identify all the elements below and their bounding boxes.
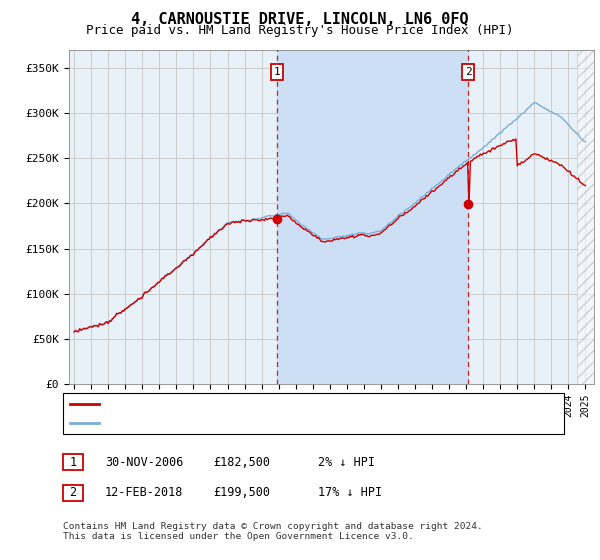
Text: 2: 2: [465, 67, 472, 77]
Text: 4, CARNOUSTIE DRIVE, LINCOLN, LN6 0FQ (detached house): 4, CARNOUSTIE DRIVE, LINCOLN, LN6 0FQ (d…: [104, 399, 455, 409]
Text: 17% ↓ HPI: 17% ↓ HPI: [318, 486, 382, 500]
Bar: [277, 50, 468, 384]
Text: 12-FEB-2018: 12-FEB-2018: [105, 486, 184, 500]
Text: £182,500: £182,500: [213, 455, 270, 469]
Bar: [577, 50, 594, 384]
Text: HPI: Average price, detached house, Lincoln: HPI: Average price, detached house, Linc…: [104, 418, 383, 428]
Text: Price paid vs. HM Land Registry's House Price Index (HPI): Price paid vs. HM Land Registry's House …: [86, 24, 514, 36]
Text: 4, CARNOUSTIE DRIVE, LINCOLN, LN6 0FQ: 4, CARNOUSTIE DRIVE, LINCOLN, LN6 0FQ: [131, 12, 469, 27]
Text: 2% ↓ HPI: 2% ↓ HPI: [318, 455, 375, 469]
Text: 2: 2: [70, 486, 76, 500]
Text: Contains HM Land Registry data © Crown copyright and database right 2024.
This d: Contains HM Land Registry data © Crown c…: [63, 522, 483, 542]
Text: £199,500: £199,500: [213, 486, 270, 500]
Text: 1: 1: [70, 455, 76, 469]
Text: 1: 1: [274, 67, 281, 77]
Text: 30-NOV-2006: 30-NOV-2006: [105, 455, 184, 469]
